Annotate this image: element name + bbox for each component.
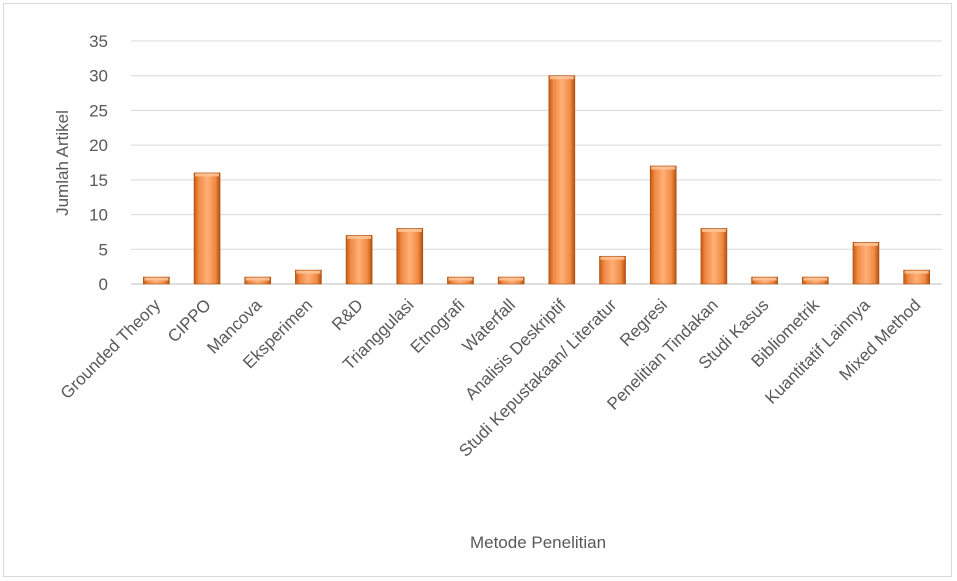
bar-body [193, 172, 221, 285]
chart-area [3, 3, 952, 577]
bar-highlight [296, 270, 321, 274]
y-axis-ticks: 0 5 10 15 20 25 30 35 [89, 32, 108, 294]
x-tick-label: Grounded Theory [57, 295, 165, 403]
bar-highlight [245, 277, 270, 281]
bar [649, 165, 677, 285]
gridlines [131, 40, 942, 285]
bar-highlight [397, 228, 422, 232]
bar-body [700, 228, 728, 285]
bar-highlight [803, 277, 828, 281]
bar-highlight [195, 173, 220, 177]
bar [345, 235, 373, 285]
bar [396, 228, 424, 285]
x-axis-title: Metode Penelitian [470, 533, 606, 552]
bar-highlight [347, 235, 372, 239]
bar [548, 75, 576, 285]
bar-highlight [499, 277, 524, 281]
bar [143, 276, 170, 285]
y-tick-label: 10 [89, 206, 108, 225]
bar [903, 269, 930, 285]
y-tick-label: 35 [89, 32, 108, 51]
x-tick-label: CIPPO [164, 295, 215, 346]
bar [751, 276, 778, 285]
y-tick-label: 5 [99, 240, 108, 259]
bar-highlight [549, 76, 574, 80]
bar-body [345, 235, 373, 285]
y-tick-label: 15 [89, 171, 108, 190]
bar-body [852, 242, 880, 285]
x-tick-label: R&D [328, 295, 367, 334]
bar-highlight [701, 228, 726, 232]
bar-highlight [904, 270, 929, 274]
y-axis-title: Jumlah Artikel [53, 110, 72, 216]
bar-highlight [600, 256, 625, 260]
bar-highlight [752, 277, 777, 281]
bar [700, 228, 728, 285]
bar [295, 269, 322, 285]
bar-body [396, 228, 424, 285]
bar-highlight [144, 277, 169, 281]
bar [852, 242, 880, 285]
y-tick-label: 20 [89, 136, 108, 155]
bar [599, 255, 626, 285]
bar [193, 172, 221, 285]
bar-highlight [651, 166, 676, 170]
y-tick-label: 25 [89, 101, 108, 120]
bar-body [548, 75, 576, 285]
bar-highlight [853, 242, 878, 246]
bar [447, 276, 474, 285]
bar [497, 276, 525, 285]
bars [143, 75, 930, 285]
x-tick-label: Etnografi [407, 295, 469, 357]
bar [801, 276, 829, 285]
bar [244, 276, 272, 285]
y-tick-label: 0 [99, 275, 108, 294]
y-tick-label: 30 [89, 67, 108, 86]
bar-body [599, 255, 626, 285]
bar-highlight [448, 277, 473, 281]
bar-body [649, 165, 677, 285]
